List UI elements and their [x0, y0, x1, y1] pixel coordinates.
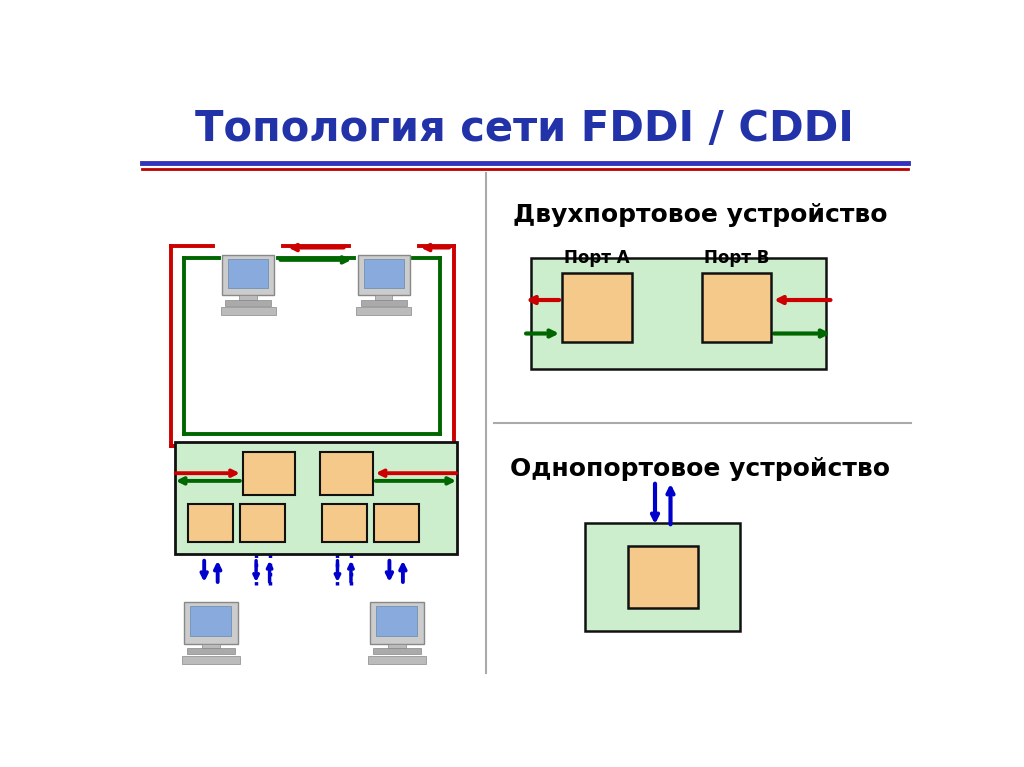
Bar	[188, 504, 233, 542]
Bar	[225, 300, 271, 305]
Bar	[374, 504, 419, 542]
Bar	[222, 255, 274, 295]
Bar	[370, 601, 424, 644]
Text: Порт A: Порт A	[564, 249, 630, 267]
Bar	[562, 273, 632, 342]
Bar	[202, 644, 220, 648]
Bar	[369, 656, 426, 664]
Bar	[360, 300, 407, 305]
Bar	[228, 259, 268, 288]
Text: Порт B: Порт B	[703, 249, 769, 267]
Bar	[183, 601, 239, 644]
Bar	[364, 259, 403, 288]
Bar	[375, 295, 392, 300]
Bar	[356, 307, 412, 314]
Bar	[628, 546, 697, 608]
Bar	[531, 258, 825, 369]
Bar	[241, 504, 286, 542]
Bar	[240, 295, 257, 300]
Bar	[357, 255, 410, 295]
Bar	[186, 648, 236, 654]
Bar	[377, 607, 418, 637]
Bar	[174, 443, 458, 554]
Text: Топология сети FDDI / CDDI: Топология сети FDDI / CDDI	[196, 108, 854, 150]
Bar	[586, 523, 740, 631]
Text: Однопортовое устройство: Однопортовое устройство	[510, 457, 890, 482]
Bar	[373, 648, 421, 654]
Bar	[220, 307, 275, 314]
Bar	[182, 656, 240, 664]
Bar	[190, 607, 231, 637]
Bar	[321, 453, 373, 495]
Bar	[322, 504, 367, 542]
Bar	[701, 273, 771, 342]
Bar	[243, 453, 295, 495]
Text: Двухпортовое устройство: Двухпортовое устройство	[513, 203, 887, 227]
Bar	[388, 644, 406, 648]
